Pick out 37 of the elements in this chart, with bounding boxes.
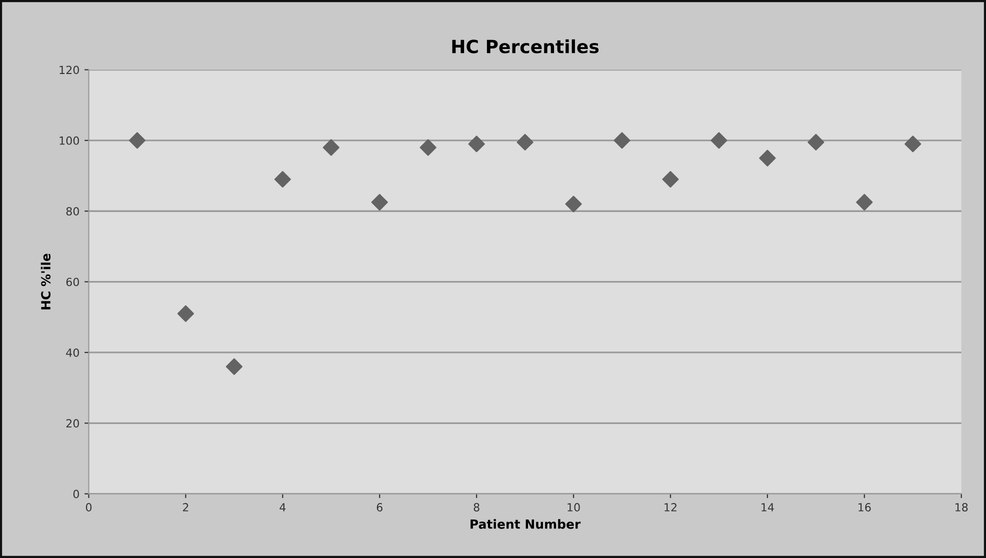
point	[662, 171, 679, 188]
x-tick-label: 16	[858, 503, 871, 512]
point	[128, 132, 146, 149]
point	[904, 136, 922, 152]
point	[274, 171, 291, 188]
x-tick-label: 10	[568, 503, 580, 512]
point	[614, 132, 630, 149]
x-tick-label: 0	[86, 503, 92, 512]
x-tick-label: 8	[474, 503, 480, 512]
x-tick-label: 2	[182, 503, 188, 512]
x-tick-label: 14	[762, 503, 774, 512]
x-tick-label: 12	[664, 503, 676, 512]
point	[322, 139, 340, 156]
y-tick-label: 0	[73, 490, 79, 498]
point	[808, 134, 824, 150]
x-tick-label: 18	[956, 503, 968, 512]
x-tick-label: 4	[280, 503, 286, 512]
x-axis-title: Patient Number	[470, 519, 581, 529]
point	[710, 132, 728, 149]
point	[856, 194, 873, 211]
y-tick-label: 120	[60, 66, 79, 74]
chart-title: HC Percentiles	[452, 39, 599, 54]
point	[516, 134, 534, 150]
point	[565, 196, 582, 212]
x-tick-label: 6	[376, 503, 382, 512]
point	[177, 305, 194, 322]
point	[226, 358, 242, 375]
point	[759, 150, 776, 166]
y-tick-label: 80	[66, 207, 79, 216]
y-tick-label: 40	[66, 348, 79, 357]
point	[420, 139, 436, 156]
y-tick-label: 60	[66, 278, 79, 286]
y-tick-label: 100	[60, 136, 79, 145]
y-tick-label: 20	[66, 419, 79, 428]
point	[371, 194, 388, 211]
point	[468, 136, 485, 152]
y-axis-title: HC %'ile	[40, 254, 51, 310]
